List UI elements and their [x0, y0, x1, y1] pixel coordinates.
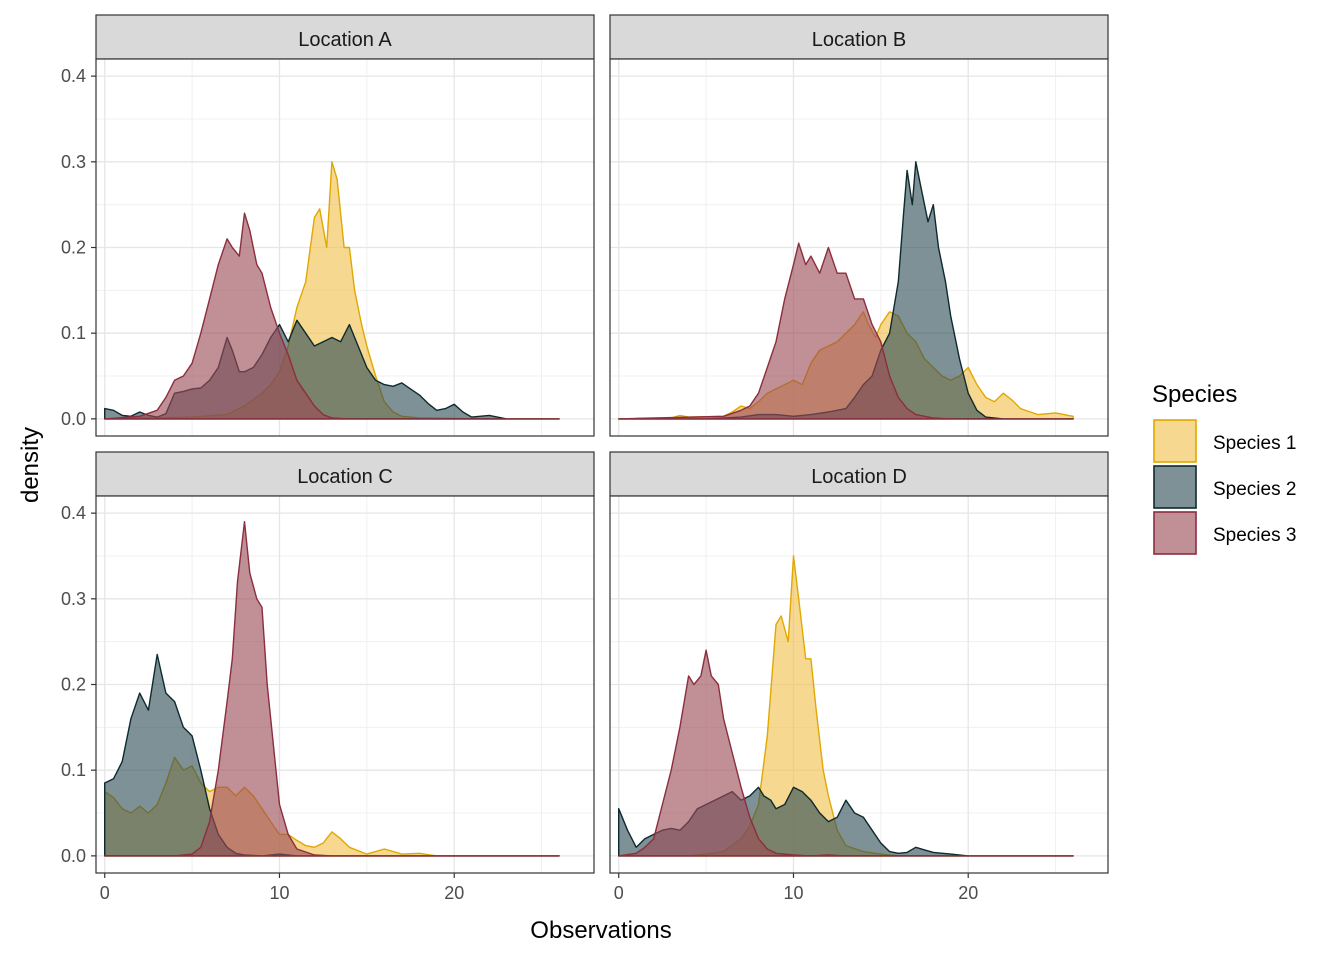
- y-tick-label: 0.3: [61, 152, 86, 172]
- facet-strip: [95, 14, 595, 60]
- legend: Species Species 1 Species 2 Species 3: [1152, 381, 1296, 555]
- x-tick-label: 0: [100, 883, 110, 903]
- y-tick-label: 0.1: [61, 760, 86, 780]
- panel-border: [609, 495, 1109, 874]
- density-area-species-3: [618, 242, 1074, 420]
- y-tick-label: 0.4: [61, 503, 86, 523]
- facet-panel: Location A 0.0 0.1 0.2 0.3 0.4: [61, 14, 595, 437]
- x-tick-label: 10: [783, 883, 803, 903]
- legend-key: [1153, 511, 1197, 555]
- panel-border: [609, 58, 1109, 437]
- facet-panel: Location C 0.0 0.1 0.2 0.3 0.4 0 10 20: [61, 451, 595, 903]
- legend-label: Species 1: [1213, 433, 1296, 454]
- y-tick-label: 0.4: [61, 66, 86, 86]
- legend-title: Species: [1152, 381, 1237, 408]
- facet-panel: Location D 0 10 20: [609, 451, 1109, 903]
- facet-strip-label: Location B: [812, 29, 907, 51]
- x-tick-label: 0: [614, 883, 624, 903]
- legend-label: Species 3: [1213, 525, 1296, 546]
- legend-label: Species 2: [1213, 479, 1296, 500]
- facet-strip: [609, 451, 1109, 497]
- y-tick-label: 0.0: [61, 409, 86, 429]
- density-area-species-3: [104, 212, 560, 420]
- y-tick-label: 0.0: [61, 846, 86, 866]
- y-tick-label: 0.2: [61, 238, 86, 258]
- facet-strip-label: Location D: [811, 466, 907, 488]
- gridlines: [96, 59, 594, 436]
- gridlines: [96, 496, 594, 873]
- y-tick-label: 0.2: [61, 675, 86, 695]
- legend-key: [1153, 465, 1197, 509]
- density-area-species-3: [618, 649, 1074, 857]
- density-area-species-3: [104, 521, 560, 857]
- x-tick-label: 10: [269, 883, 289, 903]
- y-axis-title: density: [17, 427, 44, 503]
- y-tick-label: 0.1: [61, 323, 86, 343]
- facet-strip-label: Location C: [297, 466, 393, 488]
- x-tick-label: 20: [958, 883, 978, 903]
- facet-strip: [95, 451, 595, 497]
- facet-strip: [609, 14, 1109, 60]
- legend-key: [1153, 419, 1197, 463]
- facet-strip-label: Location A: [298, 29, 392, 51]
- x-axis-title: Observations: [530, 917, 671, 944]
- facet-panel: Location B: [609, 14, 1109, 437]
- facet-panels: Location A 0.0 0.1 0.2 0.3 0.4 Location B Locat…: [61, 14, 1109, 903]
- y-tick-label: 0.3: [61, 589, 86, 609]
- x-tick-label: 20: [444, 883, 464, 903]
